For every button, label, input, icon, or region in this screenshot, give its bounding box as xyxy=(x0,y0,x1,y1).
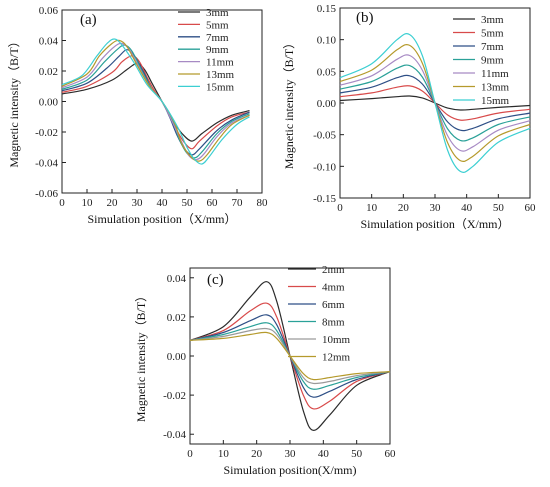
x-tick-label: 50 xyxy=(493,202,505,214)
y-tick-label: 0.00 xyxy=(317,98,337,110)
chart-panel-a: 0 10 20 30 40 50 60 70 80 -0.06 -0.04 -0.02 0.00 0.02… xyxy=(7,5,268,226)
legend-label-11mm: 11mm xyxy=(206,57,234,69)
y-tick-label: -0.10 xyxy=(313,161,336,173)
x-tick-label: 10 xyxy=(366,202,378,214)
legend-label-12mm: 12mm xyxy=(322,352,351,364)
panel-label: (b) xyxy=(356,10,374,26)
legend-label-4mm: 4mm xyxy=(322,282,345,294)
y-tick-label: -0.15 xyxy=(313,193,336,205)
panel-label: (a) xyxy=(80,12,97,28)
y-tick-label: -0.06 xyxy=(35,188,58,200)
x-tick-label: 60 xyxy=(525,202,537,214)
series-line-15mm xyxy=(61,38,250,165)
y-tick-label: 0.00 xyxy=(167,351,187,363)
legend-label-15mm: 15mm xyxy=(206,81,235,93)
y-tick-label: 0.06 xyxy=(39,5,59,17)
x-axis-label: Simulation position(X/mm) xyxy=(223,463,356,477)
y-tick-label: 0.15 xyxy=(317,3,337,15)
legend-label-5mm: 5mm xyxy=(206,19,229,31)
x-tick-label: 40 xyxy=(461,202,473,214)
x-tick-label: 50 xyxy=(351,448,363,460)
y-tick-label: -0.04 xyxy=(163,429,186,441)
x-tick-label: 60 xyxy=(207,197,219,209)
legend-label-3mm: 3mm xyxy=(206,7,229,19)
legend-label-9mm: 9mm xyxy=(206,44,229,56)
legend-label-11mm: 11mm xyxy=(481,68,509,80)
legend-label-2mm: 2mm xyxy=(322,264,345,276)
y-tick-label: 0.04 xyxy=(39,36,59,48)
y-tick-label: 0.05 xyxy=(317,66,337,78)
legend-label-7mm: 7mm xyxy=(481,41,504,53)
y-axis-label: Magnetic intensity（B/T） xyxy=(134,290,148,422)
chart-panel-b: 0 10 20 30 40 50 60 -0.15 -0.10 -0.05 0.00 0.05 0.10… xyxy=(282,3,536,231)
x-tick-label: 80 xyxy=(257,197,269,209)
y-tick-label: 0.00 xyxy=(39,97,59,109)
legend-label-5mm: 5mm xyxy=(481,28,504,40)
series-line-15mm xyxy=(339,33,531,173)
y-tick-label: 0.02 xyxy=(39,66,58,78)
x-tick-label: 10 xyxy=(82,197,94,209)
chart-panel-c: 0 10 20 30 40 50 60 -0.04 -0.02 0.00 0.02 0.04 Simul… xyxy=(134,264,396,477)
y-tick-label: -0.02 xyxy=(163,390,186,402)
legend-label-6mm: 6mm xyxy=(322,299,345,311)
x-tick-label: 30 xyxy=(285,448,297,460)
legend-label-10mm: 10mm xyxy=(322,334,351,346)
panel-label: (c) xyxy=(207,272,224,288)
y-axis-label: Magnetic intensity（B/T） xyxy=(7,35,21,167)
y-tick-label: 0.04 xyxy=(167,273,187,285)
legend-label-15mm: 15mm xyxy=(481,95,510,107)
y-tick-label: -0.04 xyxy=(35,158,58,170)
legend-label-7mm: 7mm xyxy=(206,32,229,44)
x-tick-label: 10 xyxy=(218,448,230,460)
x-tick-label: 0 xyxy=(337,202,343,214)
legend-label-13mm: 13mm xyxy=(206,69,235,81)
x-axis-label: Simulation position（X/mm） xyxy=(87,212,236,226)
x-tick-label: 30 xyxy=(132,197,144,209)
x-tick-label: 70 xyxy=(232,197,244,209)
x-tick-label: 30 xyxy=(430,202,442,214)
x-tick-label: 20 xyxy=(398,202,410,214)
x-axis-label: Simulation position（X/mm） xyxy=(360,217,509,231)
y-tick-label: 0.10 xyxy=(317,35,337,47)
y-tick-label: 0.02 xyxy=(167,312,186,324)
x-tick-label: 40 xyxy=(318,448,330,460)
legend-label-13mm: 13mm xyxy=(481,82,510,94)
y-tick-label: -0.05 xyxy=(313,130,336,142)
y-tick-label: -0.02 xyxy=(35,127,58,139)
x-tick-label: 20 xyxy=(107,197,119,209)
x-tick-label: 60 xyxy=(385,448,397,460)
y-axis-label: Magnetic intensity（B/T） xyxy=(282,37,296,169)
legend-label-3mm: 3mm xyxy=(481,14,504,26)
x-tick-label: 0 xyxy=(187,448,193,460)
x-tick-label: 50 xyxy=(182,197,194,209)
x-tick-label: 0 xyxy=(59,197,65,209)
x-tick-label: 40 xyxy=(157,197,169,209)
legend-label-9mm: 9mm xyxy=(481,55,504,67)
x-tick-label: 20 xyxy=(251,448,263,460)
legend-label-8mm: 8mm xyxy=(322,317,345,329)
